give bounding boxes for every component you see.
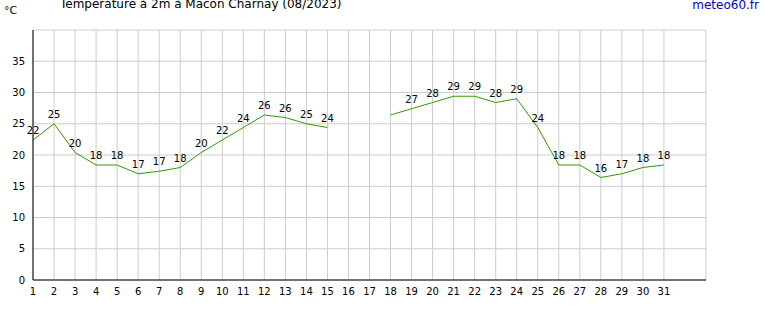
- html-text:°C: °C: [4, 4, 18, 17]
- svg-text:20: 20: [195, 138, 208, 149]
- svg-text:18: 18: [573, 150, 586, 161]
- svg-text:17: 17: [616, 159, 629, 170]
- svg-text:30: 30: [637, 286, 650, 297]
- svg-text:22: 22: [27, 125, 40, 136]
- svg-text:12: 12: [258, 286, 271, 297]
- svg-text:26: 26: [552, 286, 565, 297]
- svg-text:14: 14: [300, 286, 313, 297]
- svg-text:5: 5: [19, 243, 25, 254]
- svg-text:28: 28: [426, 88, 439, 99]
- svg-text:24: 24: [237, 113, 250, 124]
- svg-text:20: 20: [12, 150, 25, 161]
- svg-text:11: 11: [237, 286, 250, 297]
- svg-text:18: 18: [637, 153, 650, 164]
- svg-text:22: 22: [216, 125, 229, 136]
- svg-text:27: 27: [405, 94, 418, 105]
- svg-text:17: 17: [153, 156, 166, 167]
- svg-text:10: 10: [216, 286, 229, 297]
- svg-text:4: 4: [93, 286, 99, 297]
- svg-text:25: 25: [12, 118, 25, 129]
- svg-text:3: 3: [72, 286, 78, 297]
- svg-text:19: 19: [405, 286, 418, 297]
- svg-text:5: 5: [114, 286, 120, 297]
- svg-text:20: 20: [69, 138, 82, 149]
- svg-text:29: 29: [447, 81, 460, 92]
- svg-text:8: 8: [177, 286, 183, 297]
- svg-text:21: 21: [447, 286, 460, 297]
- svg-text:15: 15: [321, 286, 334, 297]
- svg-text:18: 18: [658, 150, 671, 161]
- svg-text:24: 24: [321, 113, 334, 124]
- svg-text:25: 25: [300, 109, 313, 120]
- svg-text:26: 26: [279, 103, 292, 114]
- svg-text:18: 18: [111, 150, 124, 161]
- svg-text:10: 10: [12, 212, 25, 223]
- svg-text:7: 7: [156, 286, 162, 297]
- svg-text:25: 25: [48, 109, 61, 120]
- svg-text:35: 35: [12, 56, 25, 67]
- svg-text:29: 29: [468, 81, 481, 92]
- svg-text:22: 22: [468, 286, 481, 297]
- svg-text:23: 23: [489, 286, 502, 297]
- svg-text:28: 28: [594, 286, 607, 297]
- svg-text:29: 29: [510, 84, 523, 95]
- svg-text:17: 17: [363, 286, 376, 297]
- svg-text:16: 16: [594, 163, 607, 174]
- svg-text:2: 2: [51, 286, 57, 297]
- svg-text:30: 30: [12, 87, 25, 98]
- svg-text:13: 13: [279, 286, 292, 297]
- svg-text:17: 17: [132, 159, 145, 170]
- svg-text:20: 20: [426, 286, 439, 297]
- svg-text:18: 18: [552, 150, 565, 161]
- svg-text:9: 9: [198, 286, 204, 297]
- svg-text:0: 0: [19, 275, 25, 286]
- svg-text:16: 16: [342, 286, 355, 297]
- svg-text:24: 24: [531, 113, 544, 124]
- svg-text:24: 24: [510, 286, 523, 297]
- svg-text:18: 18: [174, 153, 187, 164]
- svg-text:25: 25: [531, 286, 544, 297]
- svg-text:27: 27: [573, 286, 586, 297]
- svg-text:29: 29: [616, 286, 629, 297]
- svg-text:31: 31: [658, 286, 671, 297]
- svg-text:26: 26: [258, 100, 271, 111]
- svg-text:15: 15: [12, 181, 25, 192]
- svg-text:18: 18: [384, 286, 397, 297]
- svg-text:6: 6: [135, 286, 141, 297]
- svg-text:28: 28: [489, 88, 502, 99]
- svg-text:1: 1: [30, 286, 36, 297]
- svg-text:18: 18: [90, 150, 103, 161]
